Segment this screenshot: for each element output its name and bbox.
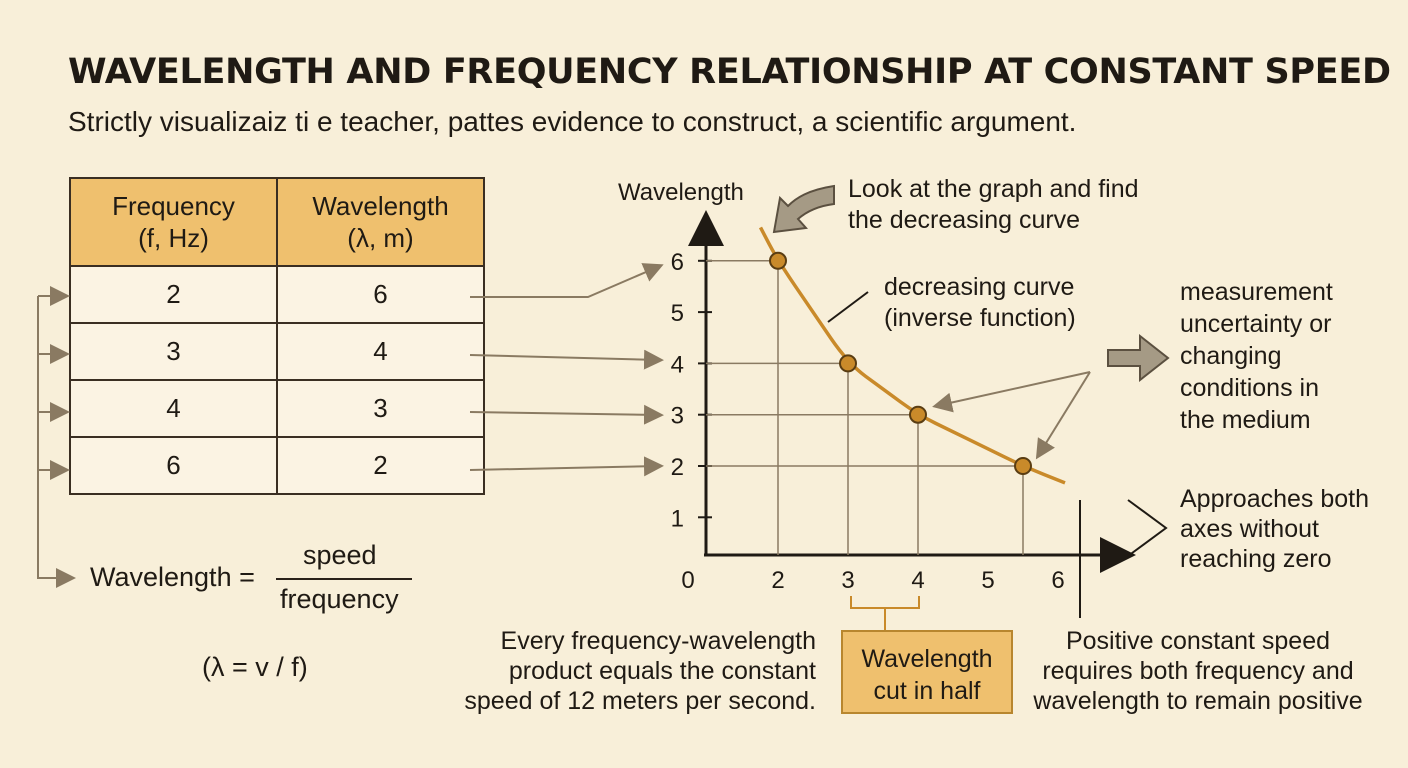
fraction-bar [276, 578, 412, 580]
table-row: 6 2 [69, 436, 485, 495]
data-point [839, 354, 857, 373]
y-tick-label: 4 [671, 351, 684, 378]
x-tick-label: 4 [911, 567, 924, 594]
table-header-row: Frequency (f, Hz) Wavelength (λ, m) [69, 177, 485, 267]
row-connector [469, 456, 664, 477]
measurement-block-arrow [1107, 333, 1170, 383]
cell-wavelength: 6 [276, 265, 485, 324]
annotation-approaches: Approaches both axes without reaching ze… [1180, 484, 1369, 574]
y-tick-label: 5 [671, 300, 684, 327]
header-wavelength: Wavelength (λ, m) [276, 177, 485, 267]
annotation-product-line: product equals the constant [508, 657, 816, 685]
cell-frequency: 6 [69, 436, 278, 495]
table-row: 3 4 [69, 322, 485, 381]
annotation-positive-line: Positive constant speed [1065, 627, 1331, 655]
header-wavelength-unit: (λ, m) [347, 223, 414, 253]
inverse-curve [758, 226, 1066, 485]
table-bracket [37, 286, 76, 588]
guide-lines [706, 260, 1024, 555]
annotation-approaches-line: Approaches both [1180, 485, 1370, 513]
half-bracket [850, 596, 920, 630]
header-frequency-unit: (f, Hz) [138, 223, 209, 253]
half-callout-line: Wavelength [861, 645, 993, 673]
half-callout-line: cut in half [873, 677, 981, 705]
table-row: 4 3 [69, 379, 485, 438]
data-point [769, 251, 787, 270]
data-table: Frequency (f, Hz) Wavelength (λ, m) 2 6 … [69, 177, 485, 495]
annotation-positive: Positive constant speed requires both fr… [1028, 626, 1368, 716]
formula-denominator: frequency [280, 584, 399, 614]
annotation-look: Look at the graph and find the decreasin… [848, 174, 1139, 236]
x-tick-label: 2 [771, 567, 784, 594]
header-wavelength-label: Wavelength [312, 191, 449, 221]
annotation-curve-line: (inverse function) [884, 304, 1076, 332]
annotation-product: Every frequency-wavelength product equal… [436, 626, 816, 716]
look-block-arrow [772, 184, 835, 234]
annotation-approaches-line: reaching zero [1180, 545, 1332, 573]
data-point [1014, 457, 1032, 475]
cell-wavelength: 2 [276, 436, 485, 495]
row-connector [469, 349, 664, 370]
header-frequency-label: Frequency [112, 191, 235, 221]
row-connector [470, 263, 664, 298]
cell-frequency: 4 [69, 379, 278, 438]
data-point [909, 405, 927, 424]
formula-numerator: speed [303, 540, 377, 570]
page-title: WAVELENGTH AND FREQUENCY RELATIONSHIP AT… [68, 52, 1391, 92]
cell-frequency: 3 [69, 322, 278, 381]
header-frequency: Frequency (f, Hz) [69, 177, 278, 267]
half-callout-box: Wavelength cut in half [841, 630, 1013, 714]
x-tick-label: 5 [981, 567, 994, 594]
measurement-pointers [932, 371, 1091, 460]
cell-wavelength: 3 [276, 379, 485, 438]
x-ticks: 0 2 3 4 5 6 [681, 567, 1064, 594]
formula-word: Wavelength = [90, 562, 255, 592]
y-tick-label: 6 [671, 249, 684, 276]
cell-wavelength: 4 [276, 322, 485, 381]
annotation-product-line: speed of 12 meters per second. [464, 687, 816, 715]
annotation-positive-line: wavelength to remain positive [1033, 687, 1363, 715]
annotation-measurement-line: the medium [1180, 406, 1311, 434]
annotation-approaches-line: axes without [1180, 515, 1319, 543]
curve-pointer [827, 291, 869, 323]
annotation-measurement-line: changing [1180, 342, 1282, 370]
annotation-measurement-line: measurement [1180, 278, 1333, 306]
annotation-measurement: measurement uncertainty or changing cond… [1180, 276, 1333, 436]
x-tick-label: 3 [841, 567, 854, 594]
annotation-measurement-line: conditions in [1180, 374, 1319, 402]
annotation-curve-line: decreasing curve [884, 273, 1075, 301]
table-row: 2 6 [69, 265, 485, 324]
formula-symbolic: (λ = v / f) [202, 652, 308, 682]
y-tick-label: 1 [671, 505, 684, 532]
row-connector [469, 404, 664, 425]
annotation-positive-line: requires both frequency and [1042, 657, 1354, 685]
row-connectors [469, 263, 664, 477]
x-tick-label: 6 [1051, 567, 1064, 594]
annotation-look-line: Look at the graph and find [848, 175, 1139, 203]
annotation-curve: decreasing curve (inverse function) [884, 272, 1076, 334]
x-tick-label: 0 [681, 567, 694, 594]
y-tick-label: 2 [671, 454, 684, 481]
annotation-product-line: Every frequency-wavelength [500, 627, 816, 655]
page-subtitle: Strictly visualizaiz ti e teacher, patte… [68, 106, 1077, 137]
data-points [769, 251, 1032, 475]
annotation-look-line: the decreasing curve [848, 206, 1081, 234]
approaches-chevron [1127, 499, 1168, 557]
annotation-measurement-line: uncertainty or [1180, 310, 1332, 338]
cell-frequency: 2 [69, 265, 278, 324]
y-axis-label: Wavelength [618, 179, 744, 206]
y-tick-label: 3 [671, 403, 684, 430]
